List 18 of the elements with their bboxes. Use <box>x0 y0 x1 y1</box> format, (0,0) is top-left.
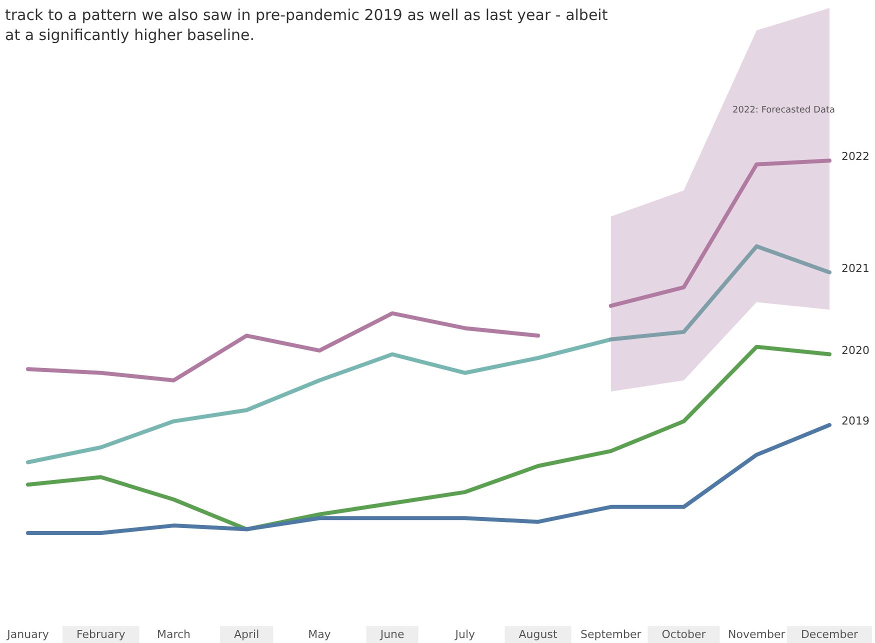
chart-title: track to a pattern we also saw in pre-pandemic 2019 as well as last year - albeit at a significantly higher baseline. <box>5 6 608 44</box>
x-tick-label: August <box>518 628 558 641</box>
series-label: 2019 <box>841 414 870 428</box>
series-label: 2022 <box>841 150 870 164</box>
x-tick-label: October <box>662 628 706 641</box>
x-tick-label: December <box>800 628 858 641</box>
x-tick-label: May <box>308 628 332 641</box>
series-label: 2021 <box>841 262 870 275</box>
x-tick-label: June <box>379 628 405 641</box>
text: 2022: Forecasted Data <box>732 106 836 116</box>
x-tick-label: January <box>6 628 50 641</box>
x-tick-label: September <box>580 628 642 641</box>
x-tick-label: November <box>728 628 786 641</box>
x-tick-label: March <box>156 628 191 641</box>
series-label: 2020 <box>841 344 870 357</box>
x-tick-label: February <box>76 628 126 641</box>
x-tick-label: April <box>234 628 260 641</box>
x-tick-label: July <box>454 628 476 641</box>
